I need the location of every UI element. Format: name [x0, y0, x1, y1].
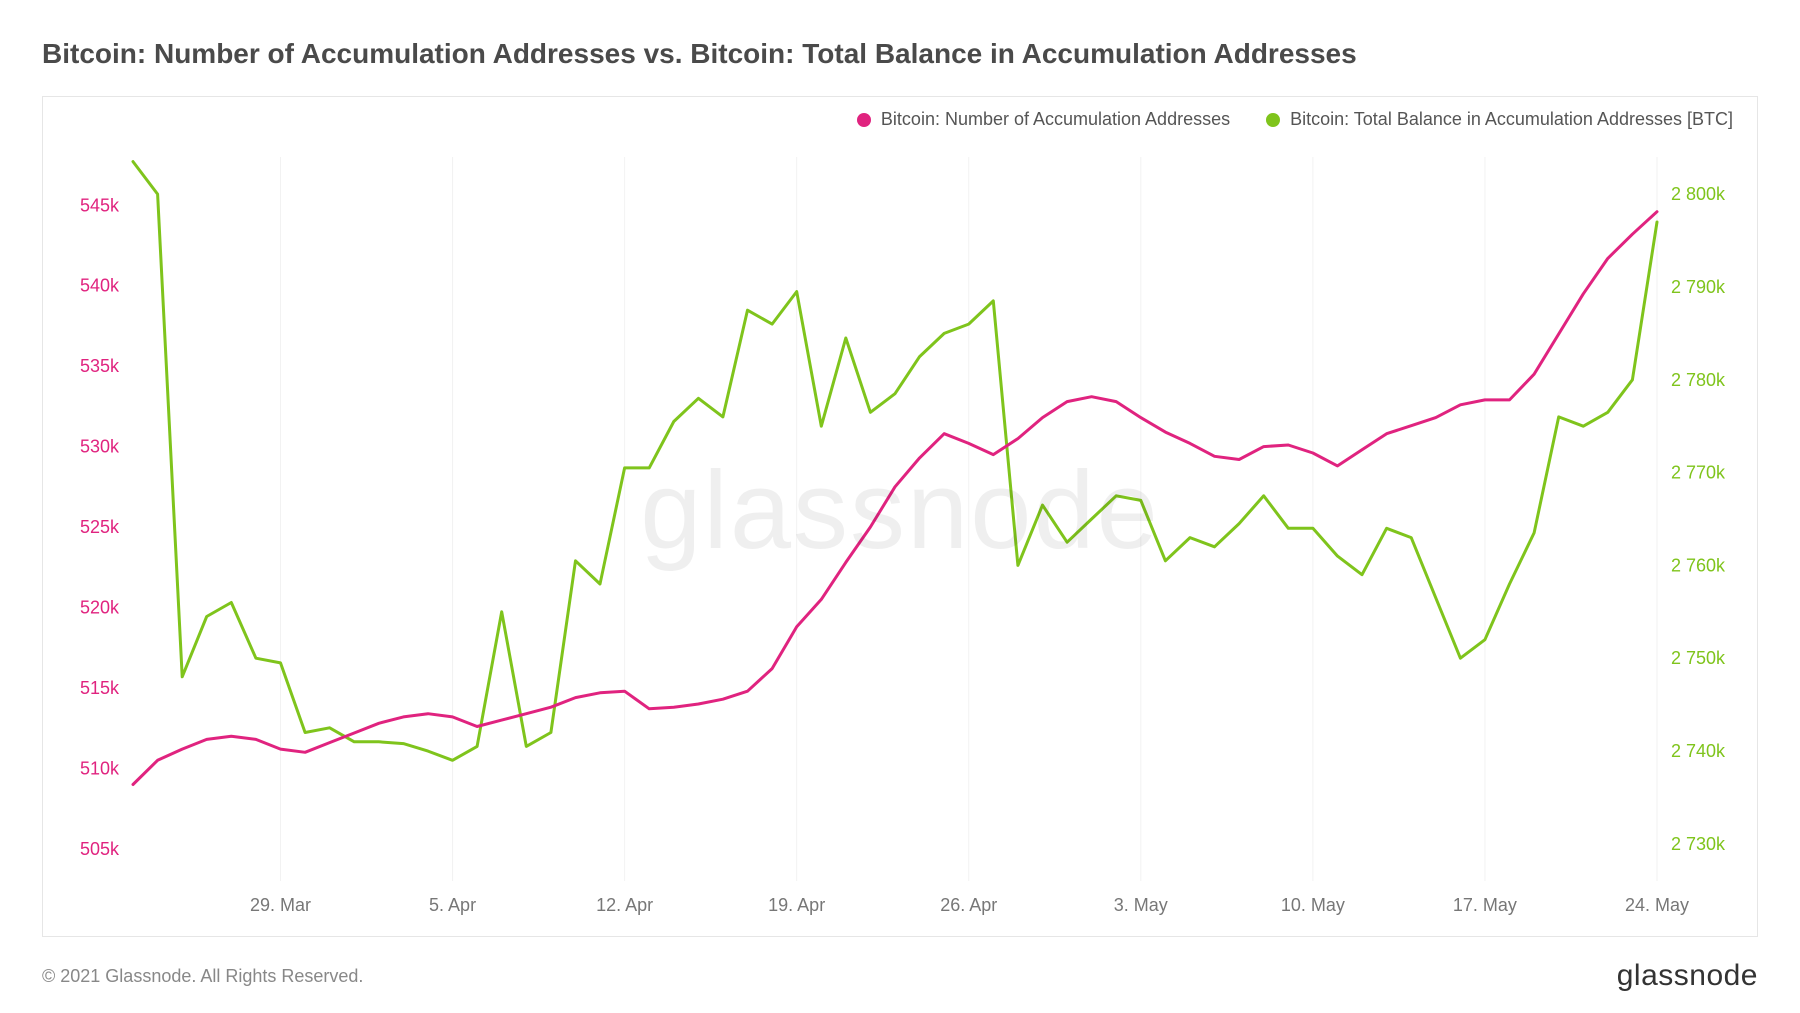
svg-text:2 730k: 2 730k [1671, 834, 1726, 854]
svg-text:2 780k: 2 780k [1671, 370, 1726, 390]
svg-text:17. May: 17. May [1453, 895, 1517, 915]
svg-text:29. Mar: 29. Mar [250, 895, 311, 915]
svg-text:2 740k: 2 740k [1671, 741, 1726, 761]
svg-text:24. May: 24. May [1625, 895, 1689, 915]
svg-text:2 750k: 2 750k [1671, 648, 1726, 668]
svg-text:26. Apr: 26. Apr [940, 895, 997, 915]
svg-text:12. Apr: 12. Apr [596, 895, 653, 915]
legend-label-1: Bitcoin: Number of Accumulation Addresse… [881, 109, 1230, 130]
svg-text:2 800k: 2 800k [1671, 184, 1726, 204]
svg-text:545k: 545k [80, 195, 120, 215]
svg-text:2 760k: 2 760k [1671, 555, 1726, 575]
svg-text:2 770k: 2 770k [1671, 463, 1726, 483]
svg-text:515k: 515k [80, 678, 120, 698]
svg-text:520k: 520k [80, 597, 120, 617]
legend-item-2: Bitcoin: Total Balance in Accumulation A… [1266, 109, 1733, 130]
brand-logo: glassnode [1617, 959, 1758, 993]
svg-text:510k: 510k [80, 758, 120, 778]
chart-container: Bitcoin: Number of Accumulation Addresse… [42, 96, 1758, 937]
copyright-text: © 2021 Glassnode. All Rights Reserved. [42, 966, 363, 987]
svg-text:540k: 540k [80, 276, 120, 296]
chart-title: Bitcoin: Number of Accumulation Addresse… [42, 38, 1758, 70]
svg-text:535k: 535k [80, 356, 120, 376]
legend-dot-2 [1266, 113, 1280, 127]
chart-svg: 29. Mar 5. Apr 12. Apr 19. Apr 26. Apr 3. May… [43, 97, 1757, 936]
series-line-2 [133, 162, 1657, 761]
legend-label-2: Bitcoin: Total Balance in Accumulation A… [1290, 109, 1733, 130]
series-line-1 [133, 212, 1657, 785]
svg-text:505k: 505k [80, 839, 120, 859]
footer: © 2021 Glassnode. All Rights Reserved. g… [42, 937, 1758, 993]
svg-text:19. Apr: 19. Apr [768, 895, 825, 915]
svg-text:10. May: 10. May [1281, 895, 1345, 915]
svg-text:525k: 525k [80, 517, 120, 537]
svg-text:530k: 530k [80, 437, 120, 457]
svg-text:2 790k: 2 790k [1671, 277, 1726, 297]
legend-item-1: Bitcoin: Number of Accumulation Addresse… [857, 109, 1230, 130]
svg-text:5. Apr: 5. Apr [429, 895, 476, 915]
svg-text:3. May: 3. May [1114, 895, 1168, 915]
legend: Bitcoin: Number of Accumulation Addresse… [857, 109, 1733, 130]
legend-dot-1 [857, 113, 871, 127]
